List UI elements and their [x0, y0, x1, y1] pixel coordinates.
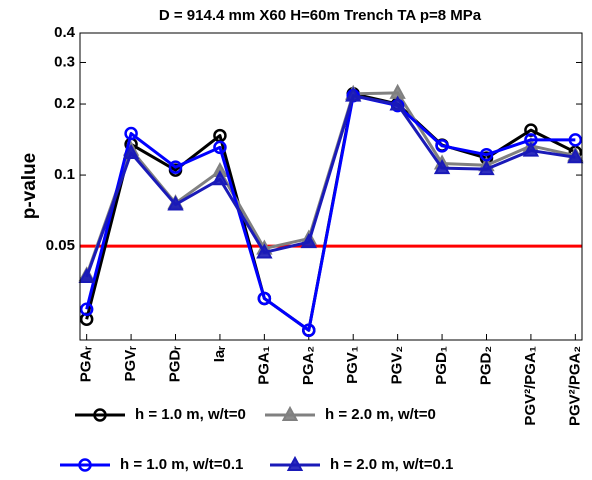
x-tick-label: PGAᵣ — [78, 346, 95, 383]
x-tick-label: PGDᵣ — [166, 346, 183, 383]
plot-frame — [79, 32, 583, 341]
series-line — [85, 91, 576, 276]
marker — [213, 140, 227, 155]
marker — [433, 159, 451, 175]
marker — [93, 408, 107, 422]
x-tick-label: PGD₂ — [477, 346, 494, 385]
marker — [435, 139, 449, 153]
marker — [122, 143, 140, 160]
y-tick-label: 0.3 — [54, 53, 75, 70]
y-tick-label: 0.1 — [54, 166, 75, 183]
marker — [168, 160, 183, 174]
marker — [211, 170, 229, 186]
x-tick-label: PGV²/PGA₂ — [566, 346, 583, 426]
marker — [389, 95, 406, 111]
legend-item: h = 2.0 m, w/t=0 — [257, 402, 487, 428]
y-axis-label: p-value — [19, 153, 40, 220]
legend-label: h = 1.0 m, w/t=0 — [135, 406, 246, 423]
x-tick-label: PGD₁ — [433, 346, 450, 385]
legend-label: h = 2.0 m, w/t=0.1 — [330, 456, 453, 473]
marker — [286, 455, 304, 471]
legend-label: h = 1.0 m, w/t=0.1 — [120, 456, 243, 473]
x-tick-label: PGA₂ — [300, 346, 317, 385]
marker — [167, 195, 184, 211]
marker — [568, 133, 583, 147]
x-tick-label: Iaᵣ — [211, 346, 228, 363]
series-line — [85, 94, 576, 332]
marker — [524, 123, 538, 137]
x-tick-label: PGV₂ — [389, 346, 406, 384]
x-tick-label: PGA₁ — [255, 346, 272, 385]
legend-item: h = 1.0 m, w/t=0 — [67, 402, 262, 428]
marker — [345, 86, 362, 102]
y-tick-label: 0.05 — [46, 237, 75, 254]
marker — [257, 291, 272, 306]
legend-item: h = 1.0 m, w/t=0.1 — [52, 452, 247, 478]
marker — [302, 323, 316, 337]
marker — [78, 458, 92, 472]
marker — [124, 126, 138, 141]
x-tick-label: PGVᵣ — [122, 346, 139, 382]
marker — [567, 148, 584, 164]
y-tick-label: 0.2 — [54, 95, 75, 112]
marker — [522, 141, 540, 157]
y-tick-label: 0.4 — [54, 24, 76, 41]
legend-label: h = 2.0 m, w/t=0 — [325, 406, 436, 423]
marker — [478, 159, 495, 176]
marker — [281, 405, 299, 421]
marker — [256, 243, 273, 259]
marker — [78, 267, 95, 283]
marker — [300, 232, 317, 249]
chart-title: D = 914.4 mm X60 H=60m Trench TA p=8 MPa — [159, 7, 482, 24]
x-tick-label: PGV²/PGA₁ — [522, 346, 539, 426]
x-tick-label: PGV₁ — [344, 346, 361, 384]
series-line — [85, 94, 576, 278]
marker — [79, 302, 94, 316]
legend-item: h = 2.0 m, w/t=0.1 — [262, 452, 492, 478]
